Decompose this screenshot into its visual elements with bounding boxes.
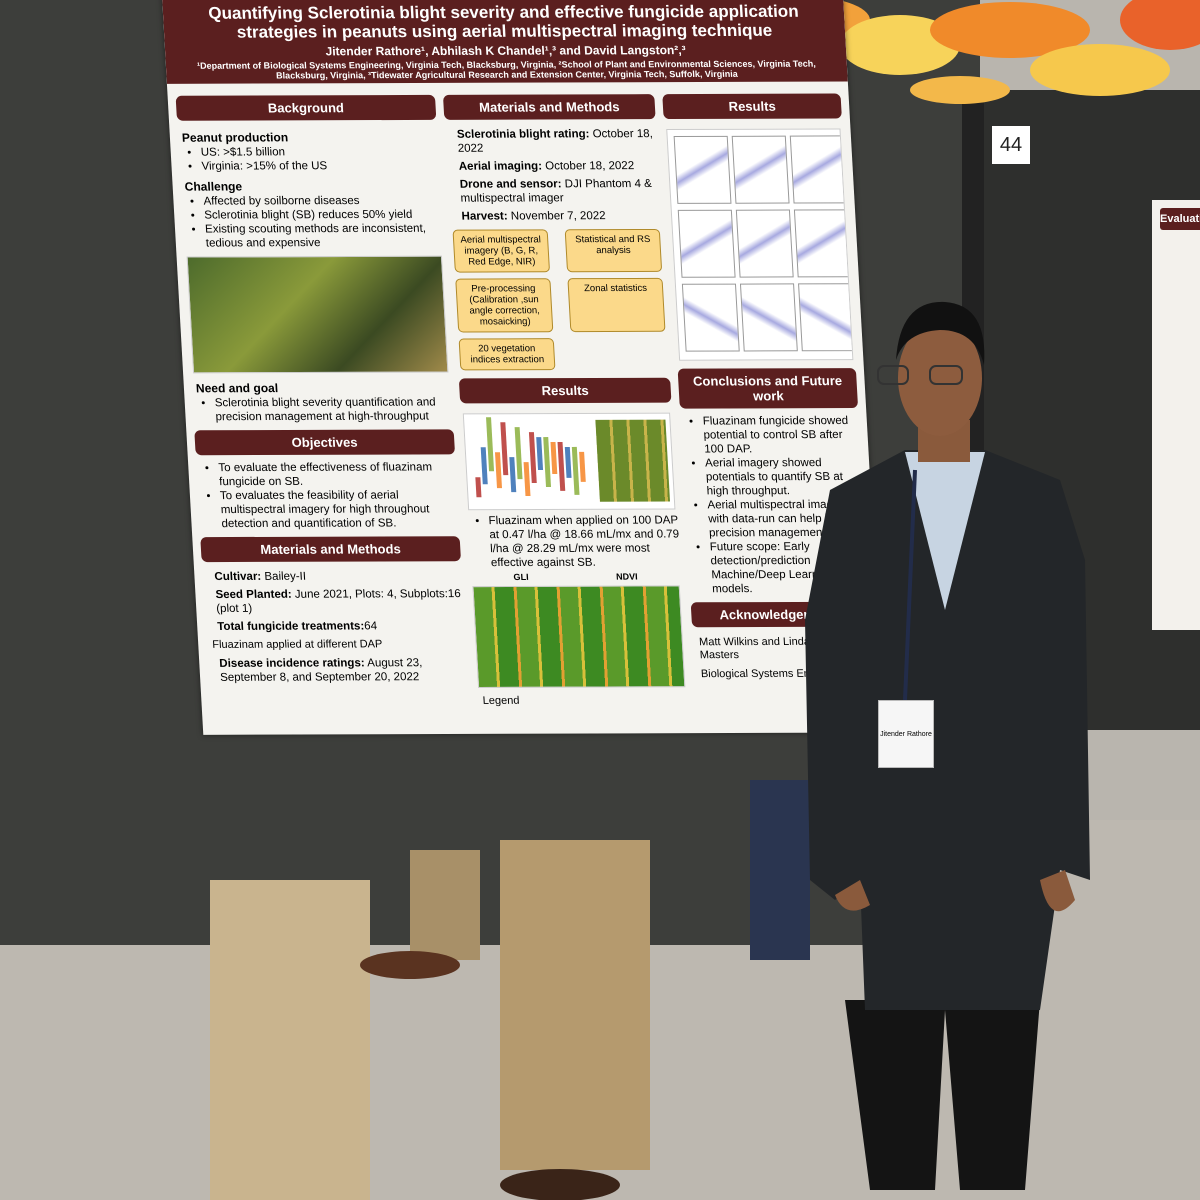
badge-name: Jitender Rathore	[880, 731, 932, 738]
hand-right	[1040, 870, 1075, 912]
glasses-left	[877, 365, 909, 385]
shirt	[905, 452, 985, 610]
neighbor-poster: Evaluation	[1152, 200, 1200, 630]
board-number: 44	[992, 126, 1030, 164]
trousers	[845, 1000, 1040, 1190]
lanyard	[903, 469, 917, 701]
hand-left	[835, 880, 870, 911]
name-badge: Jitender Rathore	[878, 700, 934, 768]
hair	[896, 301, 985, 365]
face	[898, 320, 982, 436]
suit-jacket	[805, 450, 1090, 1010]
people-legs	[210, 780, 810, 1200]
neighbor-heading: Evaluation	[1160, 208, 1200, 230]
glasses-right	[929, 365, 963, 385]
